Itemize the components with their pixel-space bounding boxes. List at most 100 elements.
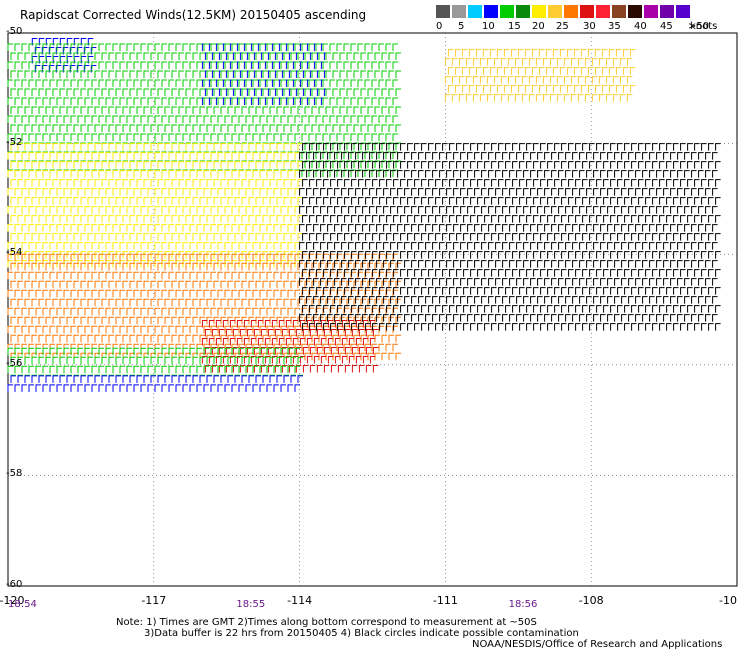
wind-barb [568,215,574,223]
wind-barb [322,61,328,70]
wind-barb [133,307,139,316]
wind-barb [432,206,438,214]
wind-barb [666,305,672,313]
wind-barb [502,242,508,250]
wind-barb [348,260,354,268]
wind-barb [56,133,62,142]
wind-barb [582,287,588,295]
wind-barb [461,85,468,93]
wind-barb [287,224,293,232]
wind-barb [231,188,237,196]
wind-barb [210,325,216,334]
wind-barb [154,271,160,280]
wind-barb [383,278,389,286]
wind-barb [666,233,672,241]
wind-barb [584,94,591,102]
wind-barb [196,325,202,334]
wind-barb [273,43,279,52]
wind-barb [376,152,382,160]
wind-barb [554,143,560,151]
wind-barb [614,242,620,250]
wind-barb [201,79,208,88]
wind-barb [301,253,307,262]
wind-barb [147,151,153,160]
wind-barb [189,289,195,298]
wind-barb [238,242,244,250]
wind-barb [523,170,529,178]
wind-barb [196,384,202,392]
wind-barb [327,296,333,304]
wind-barb [126,253,132,262]
wind-barb [231,307,237,316]
wind-barb [458,58,465,66]
wind-barb [140,151,146,160]
wind-barb [306,314,312,322]
wind-barb [670,278,676,286]
wind-barb [446,278,452,286]
wind-barb [318,352,324,361]
wind-barb [266,61,272,70]
wind-barb [407,251,413,259]
wind-barb [489,49,496,57]
wind-barb [388,352,394,361]
wind-barb [383,188,389,196]
wind-barb [530,188,536,196]
wind-barb [28,224,34,232]
wind-barb [213,179,219,187]
wind-barb [306,188,312,196]
wind-barb [575,233,581,241]
wind-barb [38,262,44,271]
wind-barb [252,307,258,316]
wind-barb [217,169,223,178]
wind-barb [290,233,296,241]
wind-barb [540,287,546,295]
wind-barb [537,278,543,286]
wind-barb [334,278,340,286]
wind-barb [325,280,331,289]
wind-barb [119,43,125,52]
wind-barb [185,334,191,343]
wind-barb [586,314,592,322]
wind-barb [348,338,355,346]
wind-barb [477,305,483,313]
wind-barb [49,224,55,232]
wind-barb [35,115,41,124]
wind-barb [234,197,240,205]
wind-barb [259,347,265,356]
wind-barb [341,170,347,178]
wind-barb [297,334,303,343]
wind-barb [586,260,592,268]
wind-barb [323,323,329,331]
wind-barb [147,384,153,392]
wind-barb [273,289,279,298]
wind-barb [372,233,378,241]
wind-barb [355,260,361,268]
wind-barb [236,61,243,70]
wind-barb [561,269,567,277]
wind-barb [238,79,244,88]
wind-barb [563,76,570,84]
wind-barb [222,79,229,88]
wind-barb [488,188,494,196]
wind-barb [388,160,394,169]
wind-barb [210,79,216,88]
wind-barb [274,347,281,355]
wind-barb [596,269,602,277]
wind-barb [475,85,482,93]
wind-barb [224,133,230,142]
wind-barb [414,251,420,259]
wind-barb [31,70,37,79]
wind-barb [670,224,676,232]
wind-barb [161,343,167,352]
wind-barb [374,262,380,271]
wind-barb [220,52,226,61]
wind-barb [98,289,104,298]
wind-barb [234,356,240,365]
wind-barb [87,143,93,151]
wind-barb [336,343,342,352]
wind-barb [208,97,215,106]
wind-barb [7,133,13,142]
wind-barb [572,152,578,160]
wind-barb [98,152,104,160]
wind-barb [211,52,218,61]
